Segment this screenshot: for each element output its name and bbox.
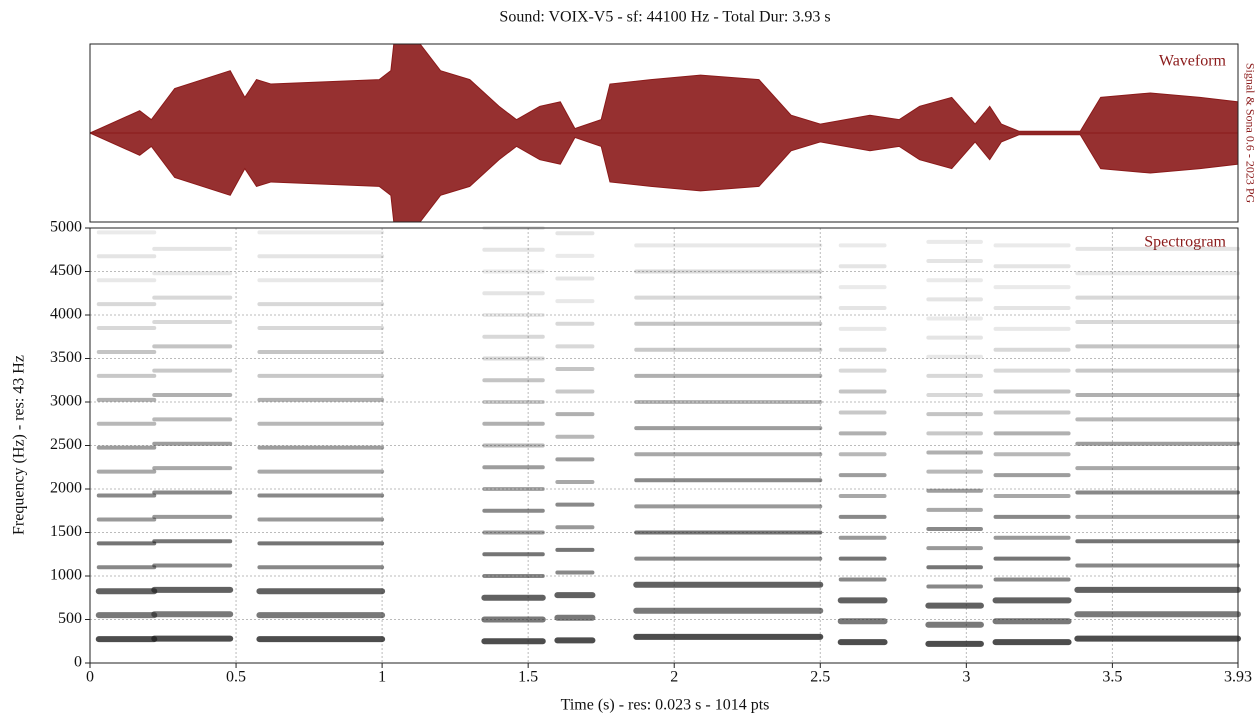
y-axis-label: Frequency (Hz) - res: 43 Hz <box>11 355 28 535</box>
waveform-area <box>89 43 1239 134</box>
waveform-area <box>89 132 1239 223</box>
x-tick-label: 0.5 <box>226 669 246 686</box>
watermark: Signal & Sona 0.6 - 2023 PG <box>1243 63 1257 204</box>
y-tick-label: 1000 <box>50 567 82 584</box>
y-tick-label: 3500 <box>50 349 82 366</box>
x-tick-label: 0 <box>86 669 94 686</box>
y-tick-label: 2000 <box>50 480 82 497</box>
y-tick-label: 4500 <box>50 262 82 279</box>
y-tick-label: 3000 <box>50 393 82 410</box>
y-tick-label: 5000 <box>50 219 82 236</box>
y-tick-label: 1500 <box>50 523 82 540</box>
chart-title: Sound: VOIX-V5 - sf: 44100 Hz - Total Du… <box>499 9 830 26</box>
x-tick-label: 3.93 <box>1224 669 1252 686</box>
y-tick-label: 0 <box>74 654 82 671</box>
y-tick-label: 2500 <box>50 436 82 453</box>
x-tick-label: 2.5 <box>810 669 830 686</box>
x-tick-label: 3 <box>962 669 970 686</box>
spectrogram-plot <box>95 226 1241 647</box>
x-tick-label: 1 <box>378 669 386 686</box>
y-tick-label: 4000 <box>50 306 82 323</box>
x-tick-label: 1.5 <box>518 669 538 686</box>
waveform-frame <box>89 43 1239 223</box>
x-tick-label: 2 <box>670 669 678 686</box>
y-tick-label: 500 <box>58 610 82 627</box>
x-axis-label: Time (s) - res: 0.023 s - 1014 pts <box>561 697 770 714</box>
x-tick-label: 3.5 <box>1102 669 1122 686</box>
waveform-label: Waveform <box>1159 53 1227 70</box>
spectrogram-label: Spectrogram <box>1144 234 1226 251</box>
